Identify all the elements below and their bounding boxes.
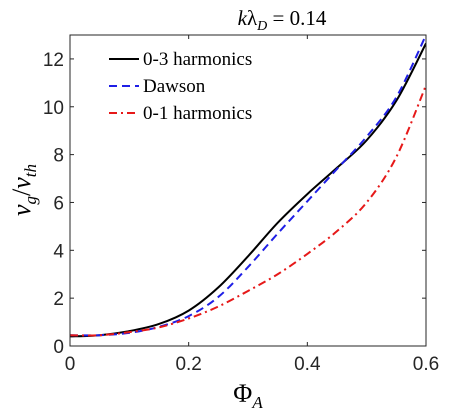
series-line-0 — [70, 42, 426, 338]
x-tick-label-1: 0.2 — [175, 354, 201, 375]
y-tick-label-1: 2 — [53, 289, 64, 310]
x-tick-label-0: 0 — [65, 354, 76, 375]
legend-label-0: 0-3 harmonics — [143, 49, 252, 70]
x-axis-label: ΦA — [233, 379, 263, 412]
x-tick-label-3: 0.6 — [413, 354, 439, 375]
legend-label-2: 0-1 harmonics — [143, 103, 252, 124]
y-tick-label-5: 10 — [43, 98, 64, 119]
y-tick-label-3: 6 — [53, 193, 64, 214]
chart-title: kλD = 0.14 — [238, 6, 327, 34]
y-tick-label-6: 12 — [43, 50, 64, 71]
y-tick-label-2: 4 — [53, 241, 64, 262]
legend-label-1: Dawson — [143, 76, 206, 97]
axes-box — [69, 34, 427, 347]
y-tick-label-0: 0 — [53, 337, 64, 358]
series-line-2 — [70, 84, 426, 337]
x-tick-label-2: 0.4 — [294, 354, 321, 375]
y-axis-label: vg/vth — [7, 164, 40, 216]
y-tick-label-4: 8 — [53, 146, 64, 167]
plot-area: 0 0.2 0.4 0.6 0 2 4 6 8 10 12 0-3 harmonics Dawson 0-… — [43, 34, 439, 375]
